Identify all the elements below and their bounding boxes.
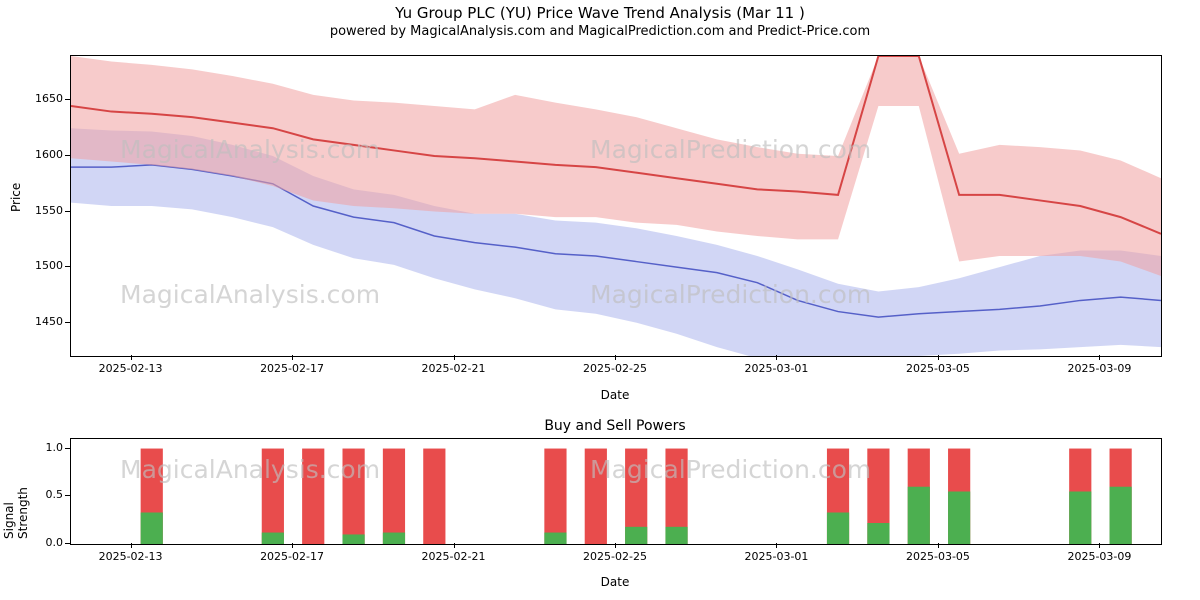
- chart-title: Yu Group PLC (YU) Price Wave Trend Analy…: [0, 4, 1200, 24]
- top-xtick-label: 2025-02-25: [583, 362, 647, 375]
- buy-bar: [948, 492, 970, 545]
- bottom-xtick-mark: [1099, 543, 1100, 548]
- bottom-xtick-mark: [938, 543, 939, 548]
- signal-chart: [70, 438, 1162, 545]
- top-ytick-label: 1650: [18, 92, 63, 105]
- bottom-xtick-label: 2025-03-05: [906, 550, 970, 563]
- top-ytick-label: 1450: [18, 315, 63, 328]
- top-xtick-label: 2025-03-01: [745, 362, 809, 375]
- bottom-ytick-label: 0.0: [18, 536, 63, 549]
- top-ytick-mark: [65, 99, 70, 100]
- buy-bar: [141, 513, 163, 545]
- figure-container: Yu Group PLC (YU) Price Wave Trend Analy…: [0, 0, 1200, 600]
- sell-bar: [544, 449, 566, 544]
- bottom-xtick-mark: [454, 543, 455, 548]
- bottom-xtick-mark: [776, 543, 777, 548]
- price-chart: [70, 55, 1162, 357]
- sell-bar: [302, 449, 324, 544]
- bottom-xtick-label: 2025-02-25: [583, 550, 647, 563]
- top-ytick-label: 1550: [18, 204, 63, 217]
- sell-bar: [585, 449, 607, 544]
- top-ytick-label: 1500: [18, 259, 63, 272]
- buy-bar: [827, 513, 849, 545]
- buy-bar: [262, 533, 284, 544]
- buy-bar: [867, 523, 889, 544]
- bottom-chart-title: Buy and Sell Powers: [70, 418, 1160, 434]
- bottom-xlabel: Date: [70, 575, 1160, 589]
- top-ytick-mark: [65, 155, 70, 156]
- price-chart-svg: [71, 56, 1161, 356]
- buy-bar: [544, 533, 566, 544]
- top-xtick-label: 2025-02-17: [260, 362, 324, 375]
- chart-subtitle: powered by MagicalAnalysis.com and Magic…: [0, 24, 1200, 41]
- signal-chart-svg: [71, 439, 1161, 544]
- bottom-xtick-label: 2025-03-09: [1067, 550, 1131, 563]
- buy-bar: [1110, 487, 1132, 544]
- title-block: Yu Group PLC (YU) Price Wave Trend Analy…: [0, 4, 1200, 40]
- buy-bar: [625, 527, 647, 544]
- bottom-xtick-mark: [131, 543, 132, 548]
- sell-bar: [262, 449, 284, 544]
- bottom-xtick-mark: [292, 543, 293, 548]
- sell-bar: [383, 449, 405, 544]
- buy-bar: [908, 487, 930, 544]
- buy-bar: [342, 534, 364, 544]
- top-xtick-label: 2025-02-21: [422, 362, 486, 375]
- top-ytick-mark: [65, 211, 70, 212]
- bottom-xtick-label: 2025-02-17: [260, 550, 324, 563]
- top-xtick-mark: [615, 355, 616, 360]
- top-ytick-label: 1600: [18, 148, 63, 161]
- top-ytick-mark: [65, 266, 70, 267]
- sell-bar: [342, 449, 364, 544]
- top-xlabel: Date: [70, 388, 1160, 402]
- top-xtick-mark: [292, 355, 293, 360]
- bottom-ytick-label: 0.5: [18, 488, 63, 501]
- top-xtick-label: 2025-02-13: [99, 362, 163, 375]
- top-xtick-mark: [938, 355, 939, 360]
- bottom-ytick-mark: [65, 543, 70, 544]
- buy-bar: [1069, 492, 1091, 545]
- bottom-xtick-mark: [615, 543, 616, 548]
- top-xtick-mark: [1099, 355, 1100, 360]
- bottom-xtick-label: 2025-03-01: [745, 550, 809, 563]
- buy-bar: [665, 527, 687, 544]
- top-ytick-mark: [65, 322, 70, 323]
- top-xtick-mark: [454, 355, 455, 360]
- top-xtick-mark: [131, 355, 132, 360]
- top-xtick-label: 2025-03-09: [1067, 362, 1131, 375]
- bottom-ytick-mark: [65, 448, 70, 449]
- buy-bar: [383, 533, 405, 544]
- top-xtick-label: 2025-03-05: [906, 362, 970, 375]
- bottom-xtick-label: 2025-02-21: [422, 550, 486, 563]
- bottom-xtick-label: 2025-02-13: [99, 550, 163, 563]
- top-xtick-mark: [776, 355, 777, 360]
- bottom-ytick-label: 1.0: [18, 441, 63, 454]
- sell-bar: [423, 449, 445, 544]
- bottom-ytick-mark: [65, 495, 70, 496]
